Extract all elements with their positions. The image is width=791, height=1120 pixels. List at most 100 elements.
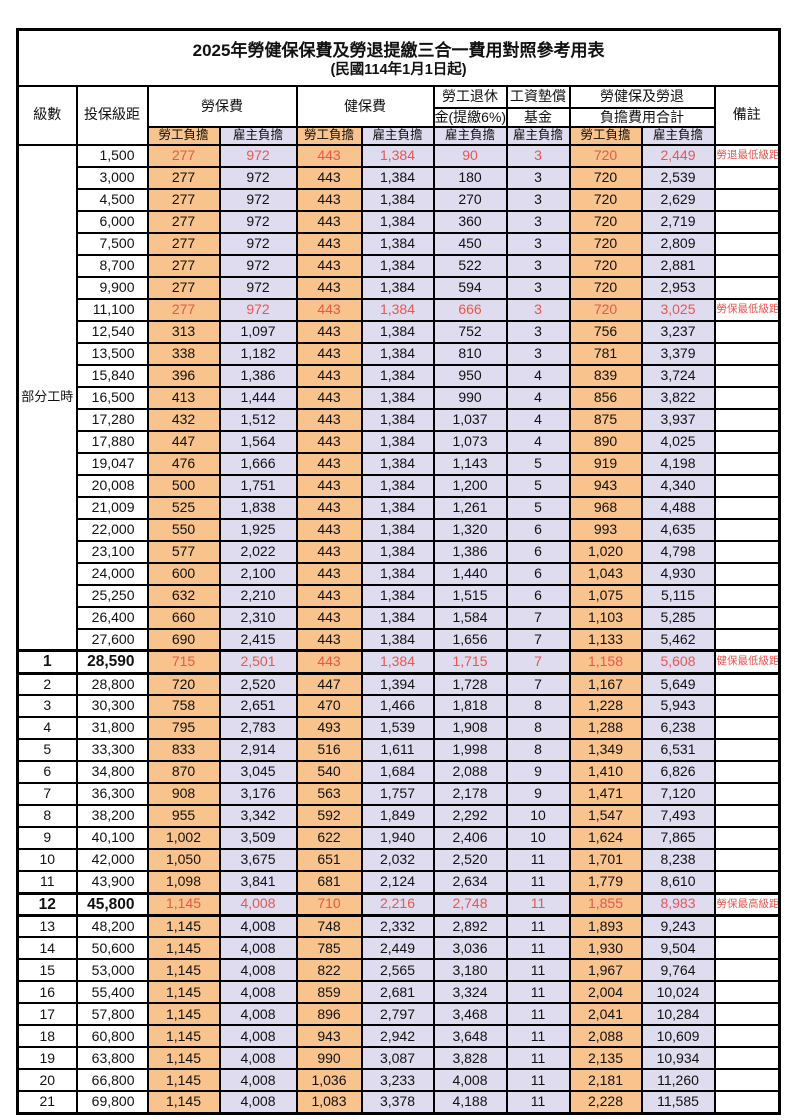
labor-employer-cell: 4,008 xyxy=(218,914,298,939)
total-employee-cell: 1,349 xyxy=(568,738,643,762)
health-employee-cell: 540 xyxy=(295,760,363,784)
remark-cell xyxy=(713,694,781,718)
health-employer-cell: 1,384 xyxy=(360,143,435,168)
pension-employer-cell: 1,656 xyxy=(432,627,508,652)
labor-employee-cell: 1,145 xyxy=(146,1068,221,1093)
level-cell: 19 xyxy=(16,1046,78,1071)
col-header-bracket: 投保級距 xyxy=(75,84,149,146)
bracket-cell: 3,000 xyxy=(75,165,149,190)
table-row: 5 33,300 833 2,914 516 1,611 1,998 8 1,349 6,531 xyxy=(16,738,781,762)
subheader-wage-fund-employer: 雇主負擔 xyxy=(505,126,571,146)
total-employer-cell: 3,237 xyxy=(640,319,716,344)
wage-fund-employer-cell: 3 xyxy=(505,275,571,300)
remark-cell xyxy=(713,253,781,278)
labor-employee-cell: 1,002 xyxy=(146,826,221,850)
table-row: 18 60,800 1,145 4,008 943 2,942 3,648 11 2,088 10… xyxy=(16,1024,781,1049)
wage-fund-employer-cell: 11 xyxy=(505,1046,571,1071)
pension-employer-cell: 1,440 xyxy=(432,561,508,586)
wage-fund-employer-cell: 11 xyxy=(505,936,571,961)
labor-employee-cell: 795 xyxy=(146,716,221,740)
remark-cell xyxy=(713,165,781,190)
labor-employee-cell: 277 xyxy=(146,209,221,234)
total-employee-cell: 1,020 xyxy=(568,539,643,564)
wage-fund-employer-cell: 11 xyxy=(505,891,571,917)
labor-employer-cell: 4,008 xyxy=(218,1046,298,1071)
wage-fund-employer-cell: 9 xyxy=(505,760,571,784)
health-employer-cell: 1,384 xyxy=(360,275,435,300)
col-header-pension-line1: 勞工退休 xyxy=(432,84,508,109)
total-employer-cell: 6,531 xyxy=(640,738,716,762)
labor-employer-cell: 2,783 xyxy=(218,716,298,740)
health-employer-cell: 1,384 xyxy=(360,649,435,675)
labor-employer-cell: 4,008 xyxy=(218,891,298,917)
bracket-cell: 38,200 xyxy=(75,804,149,828)
pension-employer-cell: 1,037 xyxy=(432,407,508,432)
pension-employer-cell: 1,515 xyxy=(432,583,508,608)
pension-employer-cell: 1,261 xyxy=(432,495,508,520)
labor-employee-cell: 525 xyxy=(146,495,221,520)
col-header-remark: 備註 xyxy=(713,84,781,146)
labor-employee-cell: 600 xyxy=(146,561,221,586)
remark-cell xyxy=(713,517,781,542)
labor-employee-cell: 277 xyxy=(146,143,221,168)
bracket-cell: 15,840 xyxy=(75,363,149,388)
total-employer-cell: 5,608 xyxy=(640,649,716,675)
health-employer-cell: 2,449 xyxy=(360,936,435,961)
labor-employer-cell: 972 xyxy=(218,143,298,168)
labor-employer-cell: 4,008 xyxy=(218,958,298,983)
health-employer-cell: 2,942 xyxy=(360,1024,435,1049)
health-employer-cell: 1,384 xyxy=(360,495,435,520)
labor-employer-cell: 972 xyxy=(218,231,298,256)
labor-employee-cell: 632 xyxy=(146,583,221,608)
total-employee-cell: 1,043 xyxy=(568,561,643,586)
labor-employer-cell: 1,925 xyxy=(218,517,298,542)
total-employer-cell: 4,488 xyxy=(640,495,716,520)
health-employee-cell: 563 xyxy=(295,782,363,806)
level-cell: 1 xyxy=(16,649,78,675)
remark-cell xyxy=(713,804,781,828)
col-header-pension-line2: 金(提繳6%) xyxy=(432,106,508,128)
health-employer-cell: 3,233 xyxy=(360,1068,435,1093)
labor-employee-cell: 870 xyxy=(146,760,221,784)
health-employee-cell: 443 xyxy=(295,385,363,410)
bracket-cell: 23,100 xyxy=(75,539,149,564)
pension-employer-cell: 810 xyxy=(432,341,508,366)
total-employee-cell: 2,088 xyxy=(568,1024,643,1049)
pension-employer-cell: 2,178 xyxy=(432,782,508,806)
total-employer-cell: 9,504 xyxy=(640,936,716,961)
health-employee-cell: 822 xyxy=(295,958,363,983)
bracket-cell: 25,250 xyxy=(75,583,149,608)
health-employer-cell: 1,757 xyxy=(360,782,435,806)
table-row: 15 53,000 1,145 4,008 822 2,565 3,180 11 1,967 9,… xyxy=(16,958,781,983)
health-employee-cell: 859 xyxy=(295,980,363,1005)
labor-employee-cell: 690 xyxy=(146,627,221,652)
labor-employee-cell: 277 xyxy=(146,231,221,256)
level-cell: 18 xyxy=(16,1024,78,1049)
total-employee-cell: 2,041 xyxy=(568,1002,643,1027)
labor-employer-cell: 2,651 xyxy=(218,694,298,718)
table-row: 11 43,900 1,098 3,841 681 2,124 2,634 11 1,779 8,… xyxy=(16,870,781,894)
table-row: 15,840 396 1,386 443 1,384 950 4 839 3,724 xyxy=(18,363,781,388)
total-employer-cell: 4,798 xyxy=(640,539,716,564)
wage-fund-employer-cell: 7 xyxy=(505,649,571,675)
labor-employee-cell: 833 xyxy=(146,738,221,762)
bracket-cell: 33,300 xyxy=(75,738,149,762)
wage-fund-employer-cell: 3 xyxy=(505,297,571,322)
total-employee-cell: 856 xyxy=(568,385,643,410)
table-row: 12 45,800 1,145 4,008 710 2,216 2,748 11 1,855 8,… xyxy=(16,891,781,917)
pension-employer-cell: 522 xyxy=(432,253,508,278)
remark-cell: 勞保最高級距 xyxy=(713,891,781,917)
bracket-cell: 26,400 xyxy=(75,605,149,630)
total-employee-cell: 2,181 xyxy=(568,1068,643,1093)
table-body: 部分工時 1,500 277 972 443 1,384 90 3 720 2,449 勞退最低級距… xyxy=(16,143,781,1115)
table-row: 14 50,600 1,145 4,008 785 2,449 3,036 11 1,930 9,… xyxy=(16,936,781,961)
total-employer-cell: 9,243 xyxy=(640,914,716,939)
level-cell: 5 xyxy=(16,738,78,762)
pension-employer-cell: 1,143 xyxy=(432,451,508,476)
health-employer-cell: 3,378 xyxy=(360,1090,435,1115)
health-employer-cell: 2,797 xyxy=(360,1002,435,1027)
table-row: 17 57,800 1,145 4,008 896 2,797 3,468 11 2,041 10… xyxy=(16,1002,781,1027)
table-row: 19,047 476 1,666 443 1,384 1,143 5 919 4,198 xyxy=(18,451,781,476)
labor-employee-cell: 1,145 xyxy=(146,980,221,1005)
labor-employee-cell: 660 xyxy=(146,605,221,630)
